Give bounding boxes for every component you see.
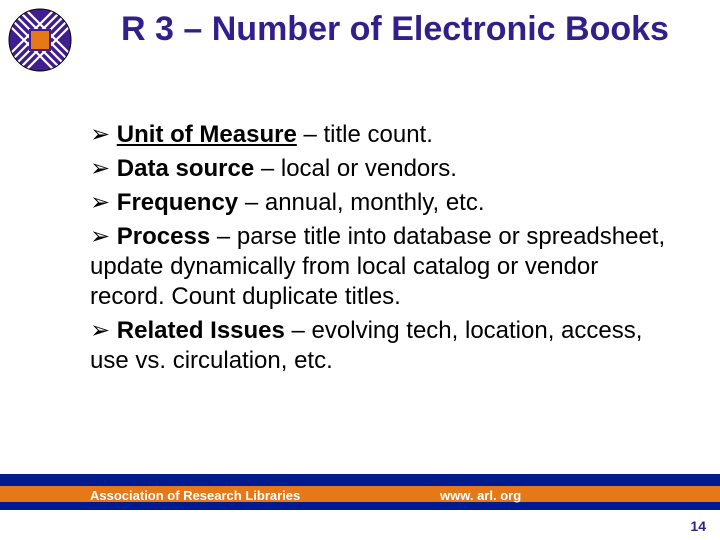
bullet-item: ➢ Related Issues – evolving tech, locati… [90,316,670,376]
bullet-text: – title count. [297,121,433,148]
bullet-label: Unit of Measure [117,121,297,148]
bullet-label: Process [117,223,210,250]
bullet-marker-icon: ➢ [90,317,110,344]
bullet-label: Frequency [117,189,238,216]
arl-logo-icon [8,8,72,72]
bullet-item: ➢ Process – parse title into database or… [90,222,670,312]
bullet-text: – annual, monthly, etc. [238,189,484,216]
bullet-marker-icon: ➢ [90,223,110,250]
footer-bar: Association of Research Libraries www. a… [0,474,720,510]
bullet-marker-icon: ➢ [90,189,110,216]
footer-org: Association of Research Libraries [90,488,300,503]
bullet-item: ➢ Data source – local or vendors. [90,154,670,184]
bullet-item: ➢ Unit of Measure – title count. [90,120,670,150]
bullet-list: ➢ Unit of Measure – title count. ➢ Data … [90,120,670,376]
page-number: 14 [690,518,706,534]
bullet-marker-icon: ➢ [90,121,110,148]
slide-title: R 3 – Number of Electronic Books [100,10,690,49]
bullet-marker-icon: ➢ [90,155,110,182]
slide: R 3 – Number of Electronic Books ➢ Unit … [0,0,720,540]
slide-body: ➢ Unit of Measure – title count. ➢ Data … [90,120,670,380]
bullet-item: ➢ Frequency – annual, monthly, etc. [90,188,670,218]
footer-url: www. arl. org [440,488,521,503]
bullet-text: – local or vendors. [254,155,457,182]
bullet-label: Related Issues [117,317,285,344]
bullet-label: Data source [117,155,254,182]
